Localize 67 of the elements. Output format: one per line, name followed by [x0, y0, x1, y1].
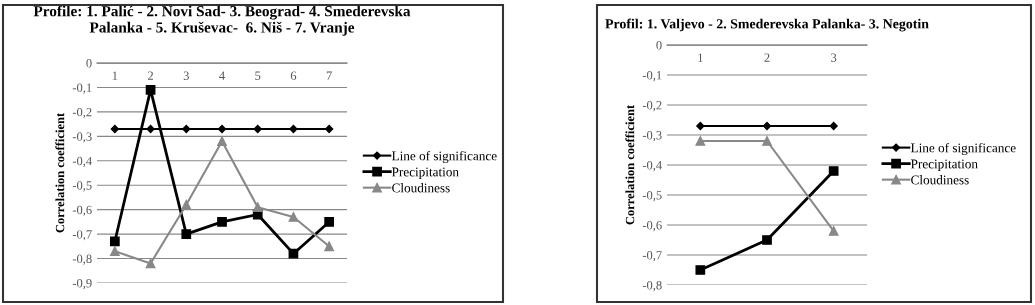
legend-label: Precipitation	[910, 159, 978, 172]
point	[217, 124, 227, 134]
y-axis-title: Correlation coefficient	[625, 104, 635, 225]
point	[109, 236, 120, 247]
point	[288, 248, 299, 259]
point	[289, 124, 298, 134]
point	[109, 246, 120, 257]
chart-title: Profil: 1. Valjevo - 2. Smederevska Palanka- 3. Negotin	[605, 18, 929, 32]
x-tick-label: 2	[764, 53, 770, 62]
y-tick-label: -0,4	[72, 156, 92, 168]
point	[829, 121, 838, 131]
x-tick-label: 1	[698, 53, 703, 62]
y-tick-label: -0,7	[72, 230, 92, 241]
y-tick-label: -0,3	[72, 132, 92, 143]
y-tick-label: -0,6	[72, 205, 92, 216]
y-tick-label: -0,5	[72, 181, 92, 192]
point	[696, 121, 705, 131]
point	[324, 217, 335, 227]
y-tick-label: -0,2	[72, 107, 92, 119]
y-tick-label: -0,5	[642, 191, 662, 202]
point	[145, 258, 156, 269]
point	[695, 265, 706, 275]
y-tick-label: -0,9	[72, 279, 92, 290]
y-tick-label: 0	[86, 59, 92, 68]
point	[325, 124, 334, 134]
x-tick-label: 1	[112, 71, 118, 80]
point	[762, 235, 772, 245]
y-tick-label: -0,4	[642, 161, 662, 172]
x-tick-label: 3	[831, 53, 837, 62]
point	[181, 199, 192, 210]
y-tick-label: -0,2	[642, 101, 662, 112]
y-tick-label: -0,1	[72, 83, 92, 94]
y-tick-label: -0,8	[72, 254, 92, 265]
point	[252, 202, 263, 213]
x-tick-label: 2	[148, 71, 154, 80]
legend-label: Precipitation	[391, 167, 459, 180]
y-tick-label: -0,7	[642, 251, 662, 262]
x-tick-label: 5	[255, 71, 261, 80]
point	[762, 136, 772, 146]
point	[110, 124, 119, 134]
point	[324, 241, 335, 252]
x-tick-label: 3	[183, 71, 189, 80]
point	[762, 121, 772, 131]
point	[181, 229, 192, 239]
point	[828, 166, 839, 176]
y-tick-label: -0,1	[642, 71, 662, 82]
chart-title: Profile: 1. Palić - 2. Novi Sad- 3. Beograd- 4. Smederevska Palanka - 5. Kruševac- 6. Niš - 7. Vranje	[33, 5, 411, 36]
legend-label: Line of significance	[391, 150, 497, 164]
y-tick-label: 0	[656, 41, 662, 50]
x-tick-label: 7	[326, 71, 332, 80]
x-tick-label: 4	[219, 71, 225, 80]
point	[217, 136, 227, 147]
legend-label: Cloudiness	[392, 183, 450, 193]
y-tick-label: -0,8	[642, 281, 662, 292]
point	[288, 212, 299, 222]
point	[695, 136, 706, 146]
point	[828, 226, 839, 236]
legend-label: Line of significance	[910, 142, 1016, 156]
y-tick-label: -0,6	[642, 221, 662, 232]
legend-label: Cloudiness	[911, 175, 969, 185]
x-tick-label: 6	[290, 71, 297, 80]
point	[217, 217, 227, 227]
point	[145, 85, 156, 95]
point	[253, 124, 262, 134]
y-axis-title: Correlation coefficient	[55, 112, 65, 233]
y-tick-label: -0,3	[642, 131, 662, 142]
point	[182, 124, 191, 134]
